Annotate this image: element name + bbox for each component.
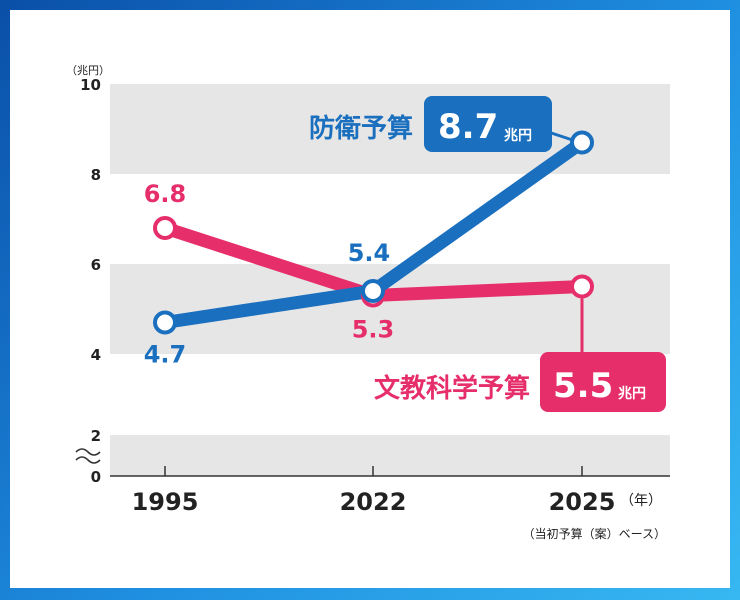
y-tick-label: 0 bbox=[91, 468, 101, 486]
y-tick-label: 6 bbox=[91, 256, 101, 274]
line-chart: 0 2 4 6 8 10（兆円） 1995 2022 2025 （年） （当初予算（案）ベース） 4… bbox=[66, 64, 670, 541]
y-unit-label: （兆円） bbox=[66, 64, 110, 77]
y-tick-label: 4 bbox=[91, 346, 101, 364]
data-label: 4.7 bbox=[144, 341, 187, 369]
axis-break-icon bbox=[75, 448, 101, 464]
callout-value: 5.5 bbox=[553, 366, 613, 406]
x-unit-label: （年） bbox=[620, 493, 662, 509]
callout-box bbox=[424, 96, 552, 152]
callout-unit: 兆円 bbox=[618, 386, 646, 402]
data-label: 6.8 bbox=[144, 180, 187, 208]
series-name-label: 文教科学予算 bbox=[374, 373, 530, 404]
data-point bbox=[153, 216, 177, 240]
y-tick-label: 10 bbox=[80, 76, 101, 94]
basis-note: （当初予算（案）ベース） bbox=[523, 526, 666, 541]
series-name-label: 防衛予算 bbox=[309, 113, 413, 144]
y-tick-label: 8 bbox=[91, 166, 101, 184]
data-label: 5.3 bbox=[352, 316, 395, 344]
data-label: 5.4 bbox=[348, 239, 391, 267]
data-point bbox=[153, 310, 177, 335]
x-tick-label: 2025 bbox=[549, 488, 616, 516]
chart-panel: 0 2 4 6 8 10 （兆円） 1995 2022 2025 （年） （当初予算（案）ベース） 4… bbox=[10, 10, 730, 588]
data-point bbox=[570, 130, 594, 155]
callout-value: 8.7 bbox=[438, 107, 498, 147]
callout-box bbox=[540, 352, 666, 412]
y-tick-label: 2 bbox=[91, 427, 101, 445]
grid-band-8-10 bbox=[110, 84, 670, 174]
data-point bbox=[570, 274, 594, 299]
defense-callout: 防衛予算 8.7 兆円 bbox=[309, 96, 575, 152]
series-layer bbox=[153, 130, 594, 335]
grid-band-0-2 bbox=[110, 435, 670, 476]
callout-unit: 兆円 bbox=[504, 128, 532, 144]
x-tick-label: 2022 bbox=[340, 488, 407, 516]
data-point bbox=[361, 279, 385, 303]
education-callout: 文教科学予算 5.5 兆円 bbox=[374, 298, 666, 412]
x-tick-label: 1995 bbox=[132, 488, 199, 516]
axes: 0 2 4 6 8 10（兆円） 1995 2022 2025 （年） （当初予算（案）ベース） bbox=[66, 64, 670, 541]
